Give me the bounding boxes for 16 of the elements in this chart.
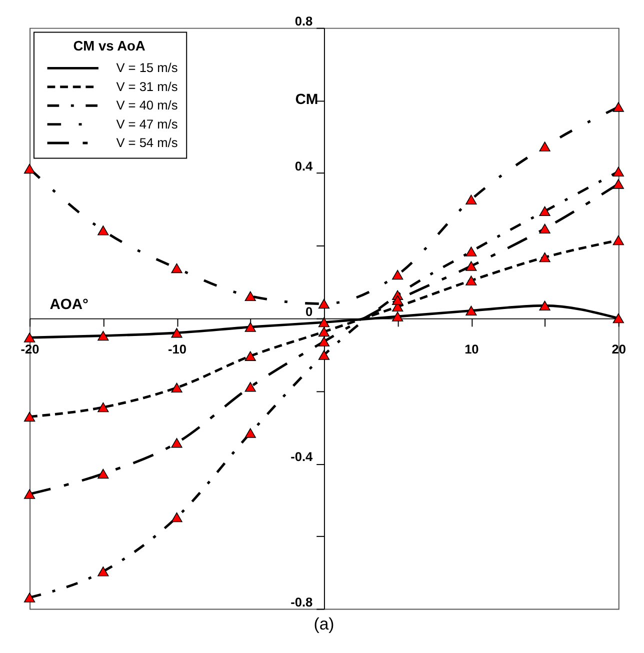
y-tick-label: 0: [306, 304, 313, 319]
legend-label: V = 47 m/s: [116, 116, 178, 132]
legend-label: V = 54 m/s: [116, 134, 178, 150]
y-tick-label: -0.8: [290, 594, 313, 610]
y-tick-label: -0.4: [290, 449, 314, 464]
text: (a): [314, 614, 334, 634]
x-axis-title: AOA°: [50, 296, 89, 313]
legend-label: V = 15 m/s: [116, 60, 178, 76]
legend-title: CM vs AoA: [73, 38, 146, 54]
y-tick-label: 0.8: [294, 13, 313, 28]
x-tick-label: -10: [168, 341, 186, 356]
x-tick-label: 10: [464, 341, 479, 356]
legend-label: V = 40 m/s: [116, 98, 178, 113]
legend-label: V = 31 m/s: [116, 78, 178, 94]
y-axis-title: CM: [295, 92, 318, 108]
y-tick-label: 0.4: [294, 158, 314, 174]
